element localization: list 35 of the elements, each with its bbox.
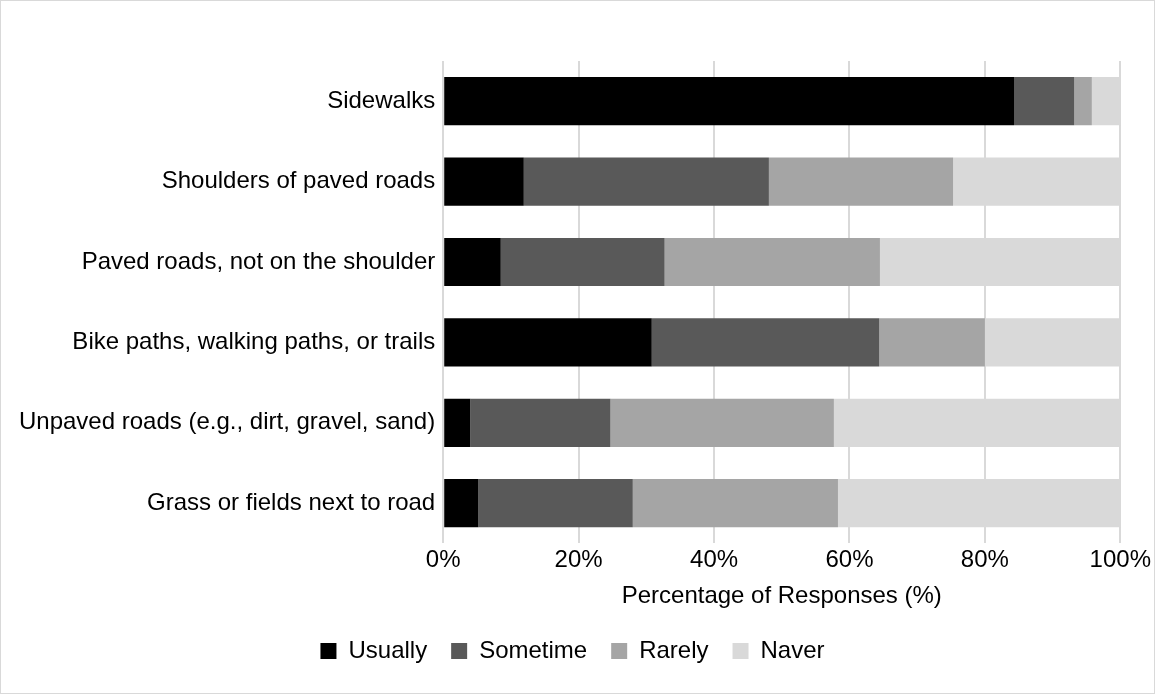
- bar: [610, 398, 834, 447]
- x-tick-label: 80%: [960, 545, 1009, 573]
- y-tick-label: Paved roads, not on the shoulder: [81, 246, 436, 274]
- bar: [632, 479, 838, 528]
- legend-label: Naver: [760, 635, 825, 663]
- bar: [879, 318, 985, 367]
- y-tick-label: Sidewalks: [327, 85, 436, 113]
- bar: [523, 157, 769, 206]
- y-tick-label: Bike paths, walking paths, or trails: [72, 327, 436, 355]
- x-axis-title: Percentage of Responses (%): [621, 581, 942, 609]
- bar: [444, 237, 501, 287]
- bar: [444, 157, 524, 206]
- y-tick-label: Grass or fields next to road: [147, 487, 436, 515]
- x-tick-label: 40%: [690, 545, 739, 573]
- bar: [768, 157, 954, 206]
- x-tick-label: 100%: [1089, 545, 1151, 573]
- bar: [1074, 77, 1092, 126]
- bar: [470, 398, 611, 447]
- x-tick-label: 60%: [825, 545, 874, 573]
- bar: [478, 479, 633, 528]
- bar: [444, 479, 479, 528]
- bar: [444, 398, 471, 447]
- x-tick-label: 0%: [425, 545, 461, 573]
- bar: [651, 318, 880, 367]
- x-tick-label: 20%: [554, 545, 603, 573]
- bar: [444, 77, 1015, 126]
- legend-label: Rarely: [639, 635, 709, 663]
- legend-label: Sometime: [479, 635, 588, 663]
- bar: [664, 237, 880, 287]
- y-tick-label: Unpaved roads (e.g., dirt, gravel, sand): [19, 407, 436, 435]
- bar: [444, 318, 652, 367]
- bar: [500, 237, 665, 287]
- y-tick-label: Shoulders of paved roads: [161, 166, 436, 194]
- legend-label: Usually: [348, 635, 428, 663]
- bar: [1014, 77, 1075, 126]
